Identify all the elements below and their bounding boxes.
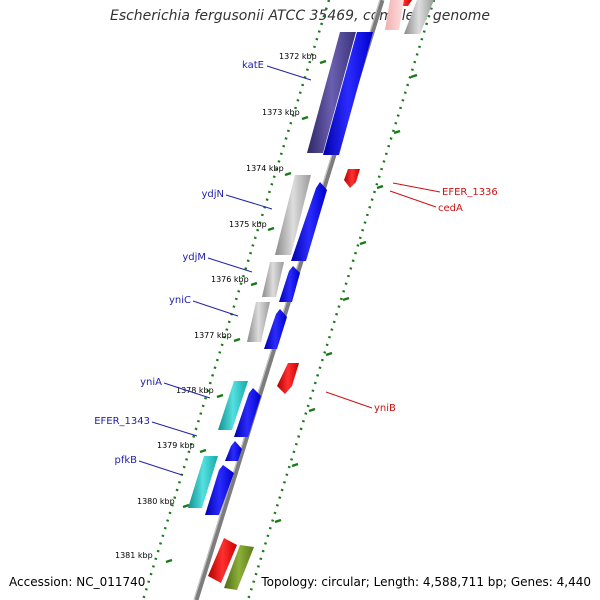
accession-text: Accession: NC_011740 xyxy=(9,575,146,589)
cds-EFER_1343 xyxy=(225,441,242,461)
feature-pink-top xyxy=(385,0,404,30)
kbp-labels: 1372 kbp 1373 kbp 1374 kbp 1375 kbp 1376… xyxy=(115,52,317,560)
cds-ydjN xyxy=(291,182,327,261)
feature-ydjM xyxy=(262,262,284,297)
gene-label-yniB: yniB xyxy=(374,403,396,414)
kbp-label: 1375 kbp xyxy=(229,220,267,229)
gene-label-katE: katE xyxy=(242,60,264,71)
cds-ydjM xyxy=(279,266,300,302)
kbp-label: 1380 kbp xyxy=(137,497,175,506)
gene-label-yniA: yniA xyxy=(140,377,162,388)
cds-katE xyxy=(323,32,373,155)
kbp-label: 1379 kbp xyxy=(157,441,195,450)
outer-tick-ring xyxy=(246,0,436,600)
reverse-leaders xyxy=(325,182,441,409)
kbp-label: 1374 kbp xyxy=(246,164,284,173)
feature-yniA xyxy=(218,381,248,430)
forward-leaders xyxy=(138,65,312,476)
feature-yniC xyxy=(247,302,270,342)
forward-gene-labels: katE ydjN ydjM yniC yniA EFER_1343 pfkB xyxy=(94,60,264,466)
kbp-label: 1372 kbp xyxy=(279,52,317,61)
cds-yniB xyxy=(277,363,299,394)
genome-summary-text: Topology: circular; Length: 4,588,711 bp… xyxy=(261,575,591,589)
gene-label-EFER_1343: EFER_1343 xyxy=(94,416,150,427)
inner-tick-ring xyxy=(141,0,331,600)
cds-yniC xyxy=(264,309,287,349)
feature-pfkB xyxy=(188,456,218,508)
gene-label-yniC: yniC xyxy=(169,295,191,306)
gene-label-EFER_1336: EFER_1336 xyxy=(442,187,498,198)
kbp-label: 1373 kbp xyxy=(262,108,300,117)
feature-ydjN xyxy=(275,175,311,255)
feature-gray-top xyxy=(404,0,434,34)
gene-label-ydjM: ydjM xyxy=(182,252,206,263)
major-ticks xyxy=(165,59,418,564)
cds-pfkB xyxy=(205,465,234,515)
kbp-label: 1381 kbp xyxy=(115,551,153,560)
feature-katE xyxy=(307,32,356,153)
kbp-label: 1377 kbp xyxy=(194,331,232,340)
cds-cedA xyxy=(344,169,360,188)
gene-label-pfkB: pfkB xyxy=(114,455,137,466)
kbp-label: 1378 kbp xyxy=(176,386,214,395)
kbp-label: 1376 kbp xyxy=(211,275,249,284)
reverse-gene-labels: EFER_1336 cedA yniB xyxy=(374,187,498,414)
feature-red-bottom xyxy=(208,538,237,583)
gene-label-ydjN: ydjN xyxy=(201,189,224,200)
cds-yniA xyxy=(234,388,261,437)
feature-olive-bottom xyxy=(224,545,254,590)
gene-label-cedA: cedA xyxy=(438,203,463,214)
